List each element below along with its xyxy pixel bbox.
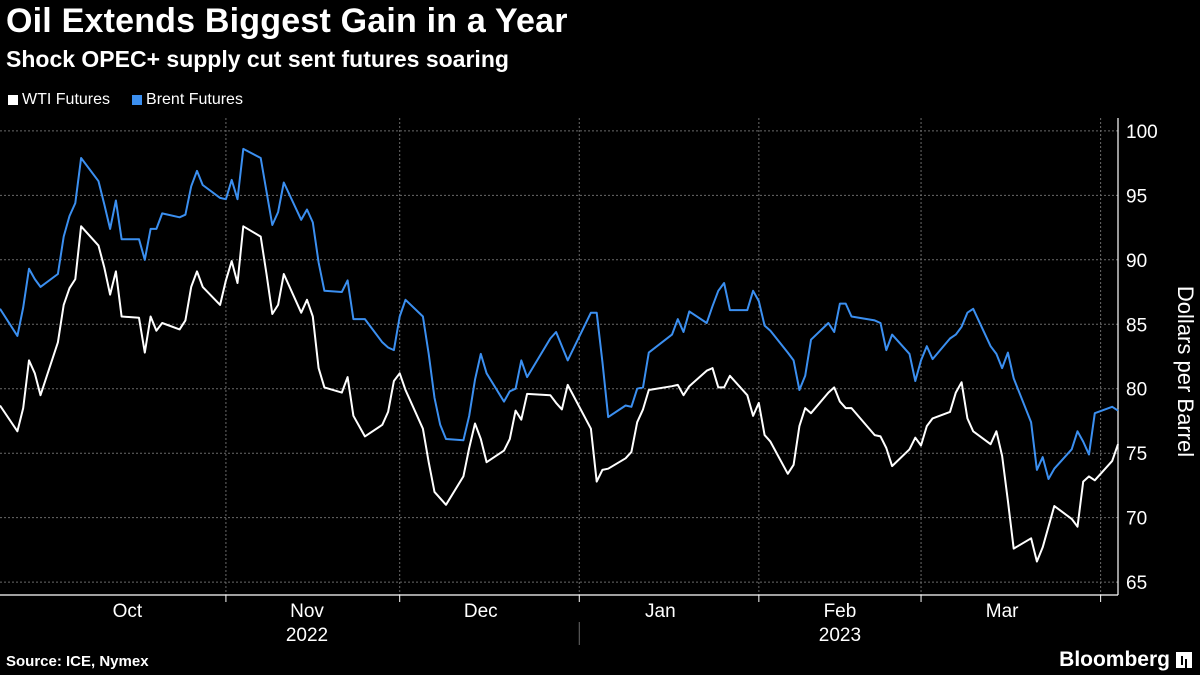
legend-label-brent: Brent Futures (146, 91, 243, 108)
y-tick-label: 90 (1126, 251, 1147, 272)
y-tick-label: 65 (1126, 573, 1147, 594)
source-note: Source: ICE, Nymex (6, 653, 149, 670)
x-tick-label: Feb (824, 601, 857, 622)
y-axis-title: Dollars per Barrel (1173, 286, 1198, 457)
legend-item-wti: WTI Futures (8, 91, 110, 109)
y-tick-label: 85 (1126, 315, 1147, 336)
x-tick-label: Dec (464, 601, 498, 622)
series-line-brent (0, 147, 1119, 480)
y-tick-label: 75 (1126, 444, 1147, 465)
legend-swatch-brent (132, 95, 143, 105)
x-tick-label: Mar (986, 601, 1019, 622)
y-tick-label: 80 (1126, 380, 1147, 401)
chart-subtitle: Shock OPEC+ supply cut sent futures soar… (6, 46, 509, 72)
chart-title: Oil Extends Biggest Gain in a Year (6, 2, 568, 40)
series-line-wti (0, 225, 1119, 563)
bloomberg-logo: Bloomberg (1059, 648, 1192, 672)
legend-item-brent: Brent Futures (132, 91, 243, 109)
bloomberg-chart-icon (1176, 652, 1192, 668)
legend-label-wti: WTI Futures (22, 91, 111, 108)
legend: WTI Futures Brent Futures (8, 91, 243, 109)
y-tick-label: 100 (1126, 122, 1158, 143)
year-label: 2022 (286, 625, 328, 646)
x-tick-label: Oct (113, 601, 143, 622)
x-tick-label: Nov (290, 601, 324, 622)
y-tick-label: 95 (1126, 186, 1147, 207)
brand-name: Bloomberg (1059, 648, 1170, 671)
x-tick-label: Jan (645, 601, 676, 622)
year-label: 2023 (819, 625, 861, 646)
legend-swatch-wti (8, 95, 18, 105)
y-tick-label: 70 (1126, 509, 1147, 530)
